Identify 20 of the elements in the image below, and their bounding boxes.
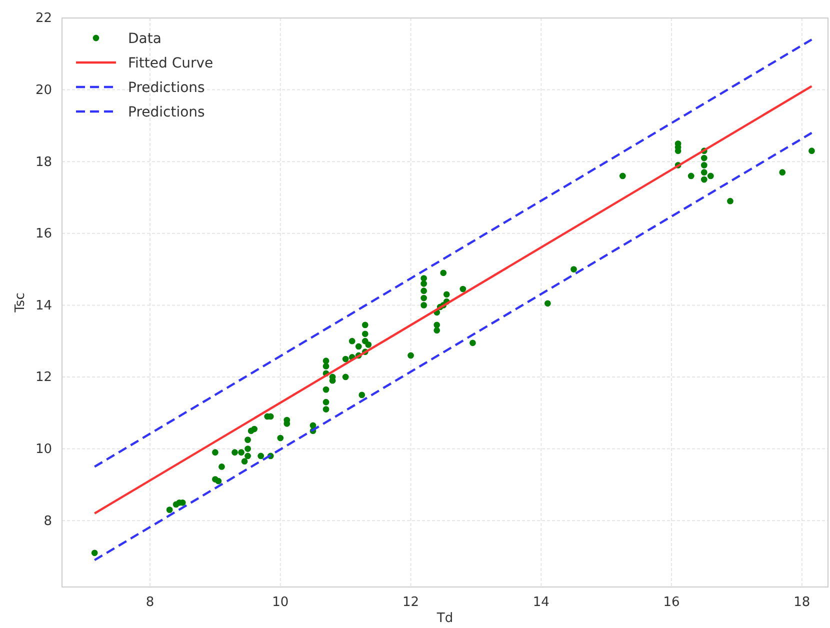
y-tick-label: 22 bbox=[35, 11, 52, 26]
legend-label: Data bbox=[128, 31, 162, 47]
y-tick-label: 20 bbox=[35, 82, 52, 98]
legend-label: Predictions bbox=[128, 80, 205, 96]
legend-label: Predictions bbox=[128, 104, 205, 120]
legend-label: Fitted Curve bbox=[128, 56, 214, 72]
y-tick-label: 10 bbox=[35, 442, 52, 457]
x-tick-label: 12 bbox=[402, 595, 420, 610]
y-tick-label: 8 bbox=[44, 514, 52, 529]
x-tick-label: 10 bbox=[272, 595, 289, 610]
x-tick-label: 18 bbox=[794, 595, 810, 610]
y-tick-label: 16 bbox=[35, 226, 52, 242]
x-tick-label: 14 bbox=[532, 595, 550, 610]
x-axis-title: Td bbox=[436, 611, 454, 626]
x-tick-label: 8 bbox=[146, 595, 154, 610]
y-tick-label: 18 bbox=[35, 154, 52, 170]
x-tick-label: 16 bbox=[663, 595, 680, 610]
y-axis-title: Tsc bbox=[13, 292, 28, 314]
y-tick-label: 14 bbox=[35, 298, 52, 314]
y-tick-label: 12 bbox=[35, 370, 52, 386]
